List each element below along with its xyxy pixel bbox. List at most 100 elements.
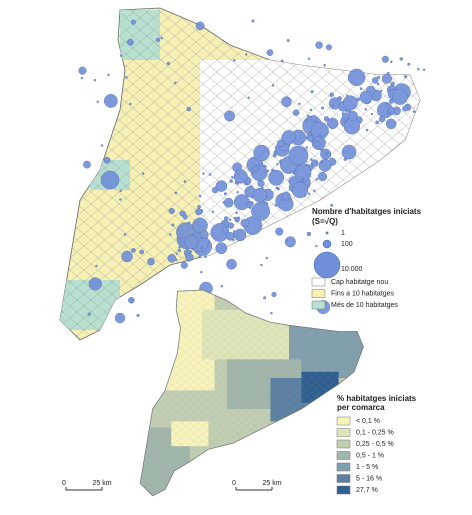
bubble — [121, 250, 133, 263]
bubble — [307, 192, 311, 195]
bubble — [180, 261, 188, 269]
bubble — [95, 264, 98, 268]
bubble — [103, 94, 118, 108]
bubble — [276, 162, 279, 166]
bubble — [275, 186, 279, 190]
bubble — [323, 116, 330, 122]
bubble — [265, 256, 269, 260]
bubble — [175, 258, 178, 262]
bubble — [195, 208, 202, 216]
bubble — [251, 202, 270, 221]
bubble — [286, 39, 290, 43]
bubble — [364, 108, 367, 111]
bubble — [294, 168, 298, 172]
bubble — [314, 140, 321, 147]
legend-bubble — [322, 239, 332, 249]
bubble — [147, 257, 155, 266]
bubble — [325, 44, 333, 51]
bubble — [119, 198, 122, 201]
bubble — [167, 254, 177, 263]
bubble — [236, 191, 239, 194]
bubble — [166, 61, 171, 66]
bubble — [307, 57, 311, 60]
bubble — [292, 109, 300, 116]
bubble — [93, 79, 97, 82]
legend-swatch — [336, 428, 351, 437]
bubble — [186, 106, 191, 112]
bubble — [233, 228, 247, 242]
bubble — [385, 103, 389, 106]
bubble — [301, 180, 305, 183]
legend-swatch — [311, 289, 326, 298]
bubble — [125, 76, 128, 79]
bubble — [182, 214, 188, 220]
bubble — [386, 110, 391, 115]
bubble — [114, 312, 126, 324]
bubble — [169, 233, 172, 236]
bubble — [257, 179, 265, 188]
bubble — [223, 192, 227, 196]
bubble — [119, 54, 123, 57]
bubble — [211, 210, 215, 214]
bubble — [189, 250, 192, 253]
bubble — [232, 238, 235, 242]
bubble — [280, 59, 284, 63]
bubble — [385, 118, 397, 130]
legend-swatch — [336, 439, 351, 449]
legend-swatch — [336, 416, 351, 426]
bubble — [331, 104, 335, 107]
bubble — [202, 172, 205, 175]
bubble — [376, 82, 380, 86]
bubble — [222, 226, 229, 234]
legend-label: 27,7 % — [356, 487, 378, 494]
bubble — [183, 180, 187, 183]
legend-label: 1 - 5 % — [356, 464, 378, 471]
bubble — [107, 73, 110, 77]
legend-swatch — [311, 300, 326, 310]
bubble — [87, 312, 91, 316]
legend-label: 10.000 — [341, 266, 363, 273]
bubble — [407, 62, 411, 66]
bubble — [281, 130, 297, 145]
bubble — [260, 263, 263, 267]
bubble — [371, 77, 379, 84]
bubble — [215, 180, 228, 192]
bubble — [204, 255, 207, 259]
bubble — [381, 55, 389, 63]
bubble — [309, 158, 313, 161]
bubble — [233, 194, 250, 211]
bubble — [156, 37, 161, 42]
bubble — [291, 181, 309, 199]
bubble — [281, 191, 291, 201]
bubble — [399, 57, 403, 61]
legend-title: Nombre d'habitatges iniciats — [312, 207, 422, 216]
legend-label: < 0,1 % — [356, 418, 380, 425]
bubble — [313, 189, 316, 192]
bubble — [347, 110, 358, 122]
bubble — [359, 87, 363, 91]
legend-title: % habitatges iniciats — [337, 394, 417, 403]
legend-title: per comarca — [337, 403, 385, 412]
legend-label: 0,5 - 1 % — [356, 452, 384, 459]
bubble — [404, 74, 408, 79]
bubble — [377, 75, 381, 79]
bubble — [402, 105, 409, 112]
bubble — [199, 195, 202, 198]
bubble — [320, 161, 323, 164]
scale-label: 25 km — [92, 480, 111, 487]
bubble — [192, 217, 208, 234]
bubble — [236, 216, 239, 220]
scale-label: 0 — [232, 480, 236, 487]
bubble — [123, 233, 127, 236]
bubble — [315, 178, 318, 181]
bubble — [136, 313, 140, 317]
bubble — [168, 207, 175, 215]
bubble — [298, 102, 301, 105]
bubble — [315, 244, 318, 248]
scale-label: 0 — [62, 480, 66, 487]
bubble — [370, 112, 374, 116]
bubble — [266, 49, 274, 56]
legend-subtitle: (S=√Q) — [312, 217, 338, 226]
bubble — [365, 129, 369, 132]
scale-label: 25 km — [262, 480, 281, 487]
